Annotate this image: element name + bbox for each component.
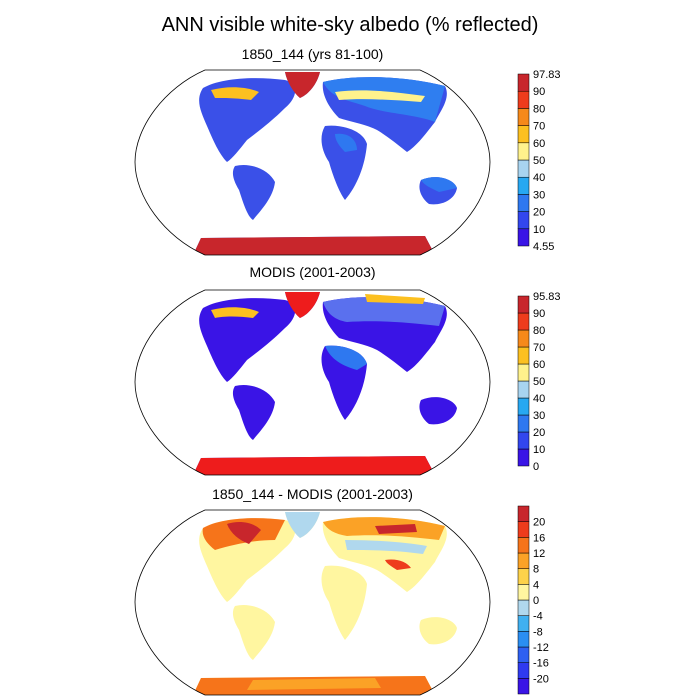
- colorbar-swatch: [517, 73, 530, 92]
- colorbar-swatch: [517, 228, 530, 247]
- colorbar-swatch: [517, 431, 530, 450]
- colorbar-tick-label: 70: [533, 121, 545, 133]
- colorbar-swatch: [517, 211, 530, 230]
- panel-3-title: 1850_144 - MODIS (2001-2003): [212, 486, 413, 502]
- colorbar-swatch: [517, 295, 530, 314]
- figure-title: ANN visible white-sky albedo (% reflecte…: [161, 14, 539, 36]
- colorbar-tick-label: 40: [533, 393, 545, 405]
- colorbar-tick-label: 97.83: [533, 69, 561, 81]
- colorbar-swatch: [517, 90, 530, 109]
- colorbar-swatch: [517, 125, 530, 144]
- colorbar-swatch: [517, 414, 530, 433]
- map-panel-1: [134, 69, 491, 256]
- colorbar-swatch: [517, 505, 530, 522]
- colorbar-tick-label: 10: [533, 444, 545, 456]
- colorbar-tick-label: 95.83: [533, 291, 561, 303]
- colorbar-tick-label: 70: [533, 342, 545, 354]
- colorbar-tick-label: 80: [533, 325, 545, 337]
- colorbar-tick-label: -12: [533, 642, 549, 654]
- colorbar-tick-label: 8: [533, 564, 539, 576]
- colorbar-swatch: [517, 194, 530, 212]
- colorbar-swatch: [517, 662, 530, 679]
- colorbar-tick-label: 90: [533, 86, 545, 98]
- panel-2-title: MODIS (2001-2003): [249, 264, 376, 280]
- colorbar-swatch: [517, 568, 530, 585]
- colorbar-tick-label: 60: [533, 138, 545, 150]
- colorbar-swatch: [517, 329, 530, 348]
- map-panel-2: [134, 289, 491, 476]
- colorbar-tick-label: -4: [533, 611, 543, 623]
- colorbar-swatch: [517, 142, 530, 161]
- colorbar-tick-label: 0: [533, 595, 539, 607]
- colorbar-tick-label: -16: [533, 658, 549, 670]
- panel-1-title: 1850_144 (yrs 81-100): [241, 46, 384, 62]
- colorbar-swatch: [517, 176, 530, 195]
- colorbar-tick-label: 4: [533, 579, 539, 591]
- colorbar-swatch: [517, 599, 530, 616]
- colorbar-tick-label: 20: [533, 517, 545, 529]
- colorbar-swatch: [517, 346, 530, 365]
- colorbar-swatch: [517, 363, 530, 382]
- colorbar-swatch: [517, 537, 530, 554]
- map-panel-3: [134, 509, 491, 696]
- colorbar-tick-label: 12: [533, 548, 545, 560]
- colorbar-tick-label: 90: [533, 308, 545, 320]
- colorbar-tick-label: 20: [533, 427, 545, 439]
- colorbar-swatch: [517, 646, 530, 663]
- colorbar-swatch: [517, 448, 530, 467]
- colorbar-tick-label: 20: [533, 207, 545, 219]
- colorbar-tick-label: 50: [533, 155, 545, 167]
- colorbar-tick-label: 40: [533, 172, 545, 184]
- colorbar-swatch: [517, 312, 530, 331]
- colorbar-swatch: [517, 615, 530, 632]
- colorbar-1: 97.83 90 80 70 60 50 40 30 20 10 4.55: [517, 69, 561, 253]
- colorbar-tick-label: 30: [533, 410, 545, 422]
- colorbar-swatch: [517, 631, 530, 648]
- colorbar-tick-label: 4.55: [533, 241, 554, 253]
- colorbar-swatch: [517, 397, 530, 416]
- colorbar-tick-label: 50: [533, 376, 545, 388]
- colorbar-tick-label: 30: [533, 189, 545, 201]
- colorbar-tick-label: 0: [533, 461, 539, 473]
- colorbar-swatch: [517, 678, 530, 695]
- colorbar-2: 95.83 90 80 70 60 50 40 30 20 10 0: [517, 291, 561, 473]
- colorbar-tick-label: 10: [533, 224, 545, 236]
- colorbar-3: 20 16 12 8 4 0 -4 -8 -12 -16 -20: [517, 505, 549, 695]
- colorbar-swatch: [517, 380, 530, 399]
- colorbar-swatch: [517, 552, 530, 569]
- colorbar-tick-label: -8: [533, 626, 543, 638]
- colorbar-swatch: [517, 108, 530, 126]
- colorbar-swatch: [517, 159, 530, 178]
- colorbar-swatch: [517, 584, 530, 601]
- colorbar-tick-label: 80: [533, 103, 545, 115]
- colorbar-tick-label: 60: [533, 359, 545, 371]
- colorbar-tick-label: -20: [533, 673, 549, 685]
- colorbar-tick-label: 16: [533, 532, 545, 544]
- colorbar-swatch: [517, 521, 530, 538]
